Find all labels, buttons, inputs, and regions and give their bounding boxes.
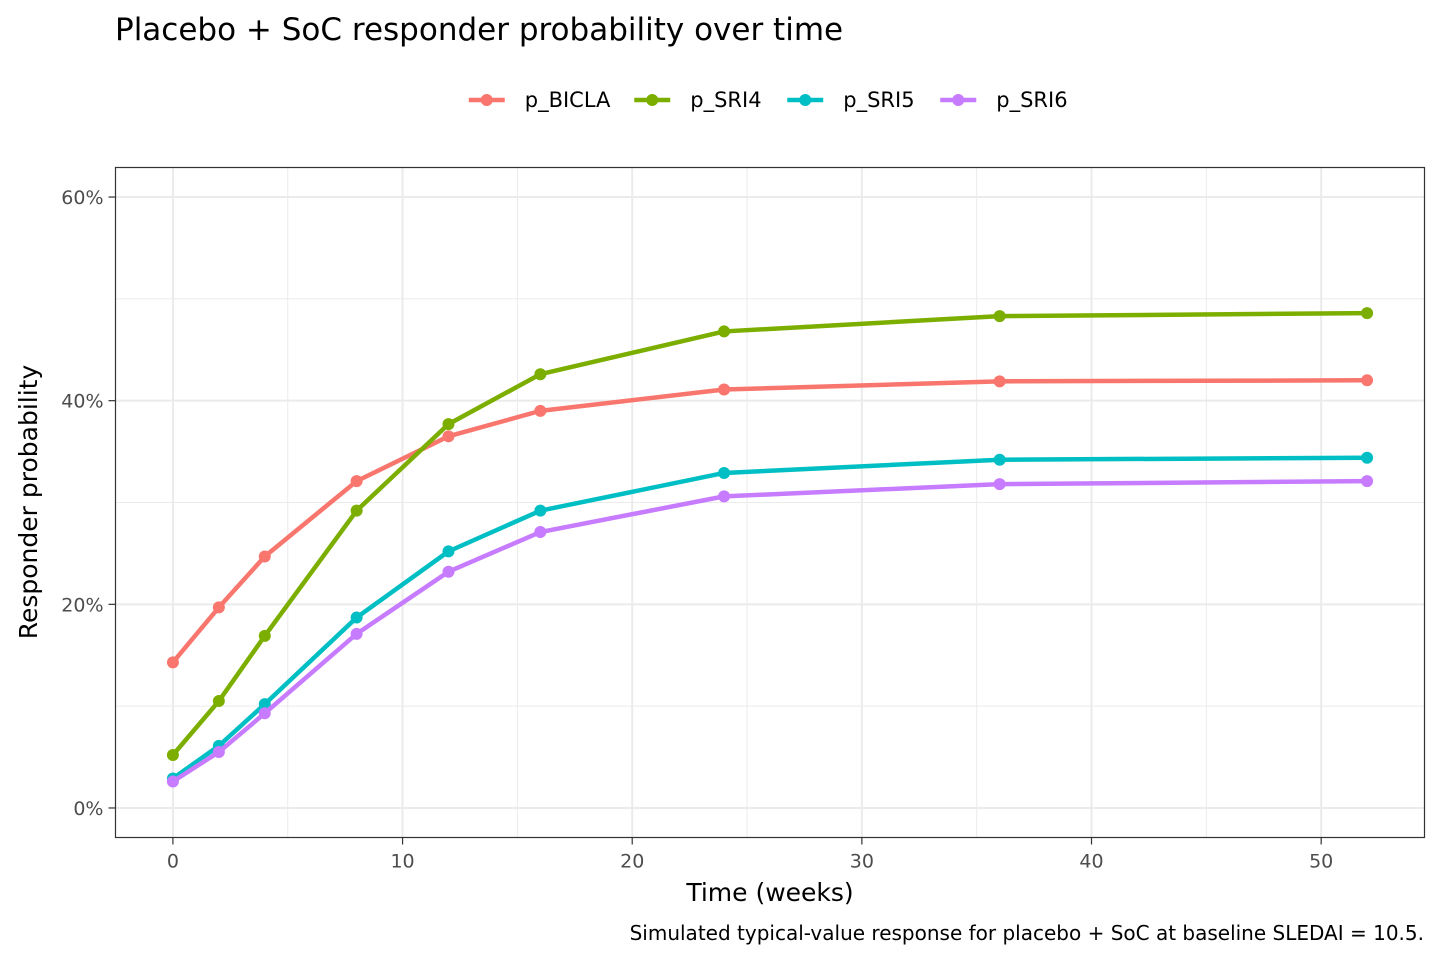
legend-item-p_BICLA: p_BICLA <box>468 88 611 113</box>
data-point <box>258 550 271 563</box>
x-tick-label: 40 <box>1079 851 1103 873</box>
data-point <box>258 707 271 720</box>
legend-item-p_SRI5: p_SRI5 <box>787 88 915 113</box>
legend-item-p_SRI6: p_SRI6 <box>940 88 1068 113</box>
series-p_SRI4 <box>166 307 1374 762</box>
grid <box>115 167 1425 838</box>
legend-label: p_SRI6 <box>996 88 1067 113</box>
legend: p_BICLA p_SRI4 p_SRI5 p_SRI6 <box>468 88 1068 113</box>
data-point <box>212 601 225 614</box>
series-p_BICLA <box>166 374 1374 669</box>
data-point <box>534 368 547 381</box>
chart-caption: Simulated typical-value response for pla… <box>630 921 1424 945</box>
data-point <box>258 629 271 642</box>
data-point <box>258 698 271 711</box>
legend-item-p_SRI4: p_SRI4 <box>634 88 762 113</box>
data-point <box>718 383 731 396</box>
x-tick-label: 0 <box>167 851 179 873</box>
x-axis-title: Time (weeks) <box>685 878 853 907</box>
x-tick-label: 30 <box>850 851 874 873</box>
legend-label: p_SRI5 <box>843 88 914 113</box>
legend-key-point <box>952 94 965 106</box>
data-point <box>993 478 1006 491</box>
y-tick-label: 0% <box>73 798 103 820</box>
data-point <box>442 545 455 558</box>
data-point <box>718 325 731 338</box>
y-tick-label: 40% <box>61 391 103 413</box>
data-point <box>534 404 547 417</box>
data-point <box>1361 475 1374 488</box>
data-point <box>350 611 363 624</box>
data-point <box>442 430 455 443</box>
legend-key-point <box>480 94 493 106</box>
data-point <box>993 375 1006 388</box>
data-point <box>442 565 455 578</box>
x-tick-label: 50 <box>1309 851 1333 873</box>
data-point <box>718 466 731 479</box>
legend-key-point <box>646 94 659 106</box>
data-point <box>1361 374 1374 387</box>
data-point <box>350 475 363 488</box>
y-tick-label: 20% <box>61 594 103 616</box>
data-point <box>442 418 455 431</box>
series-p_SRI6 <box>166 475 1374 788</box>
data-point <box>212 695 225 708</box>
data-point <box>534 504 547 517</box>
data-point <box>718 490 731 503</box>
legend-key-point <box>799 94 812 106</box>
y-tick-label: 60% <box>61 187 103 209</box>
legend-label: p_BICLA <box>525 88 611 113</box>
data-point <box>166 749 179 762</box>
y-axis: 0% 20% 40% 60% <box>61 187 116 820</box>
data-point <box>166 656 179 669</box>
data-point <box>350 627 363 640</box>
x-axis: 0 10 20 30 40 50 <box>167 837 1333 873</box>
chart-title: Placebo + SoC responder probability over… <box>115 12 843 48</box>
x-tick-label: 20 <box>620 851 644 873</box>
data-point <box>993 453 1006 466</box>
panel-border <box>114 166 1426 839</box>
y-axis-title: Responder probability <box>14 365 43 640</box>
data-point <box>1361 451 1374 464</box>
data-point <box>350 504 363 517</box>
series-layer <box>166 307 1374 788</box>
legend-label: p_SRI4 <box>690 88 761 113</box>
data-point <box>212 745 225 758</box>
x-tick-label: 10 <box>390 851 414 873</box>
data-point <box>1361 307 1374 320</box>
data-point <box>993 310 1006 323</box>
data-point <box>534 526 547 539</box>
data-point <box>166 775 179 788</box>
